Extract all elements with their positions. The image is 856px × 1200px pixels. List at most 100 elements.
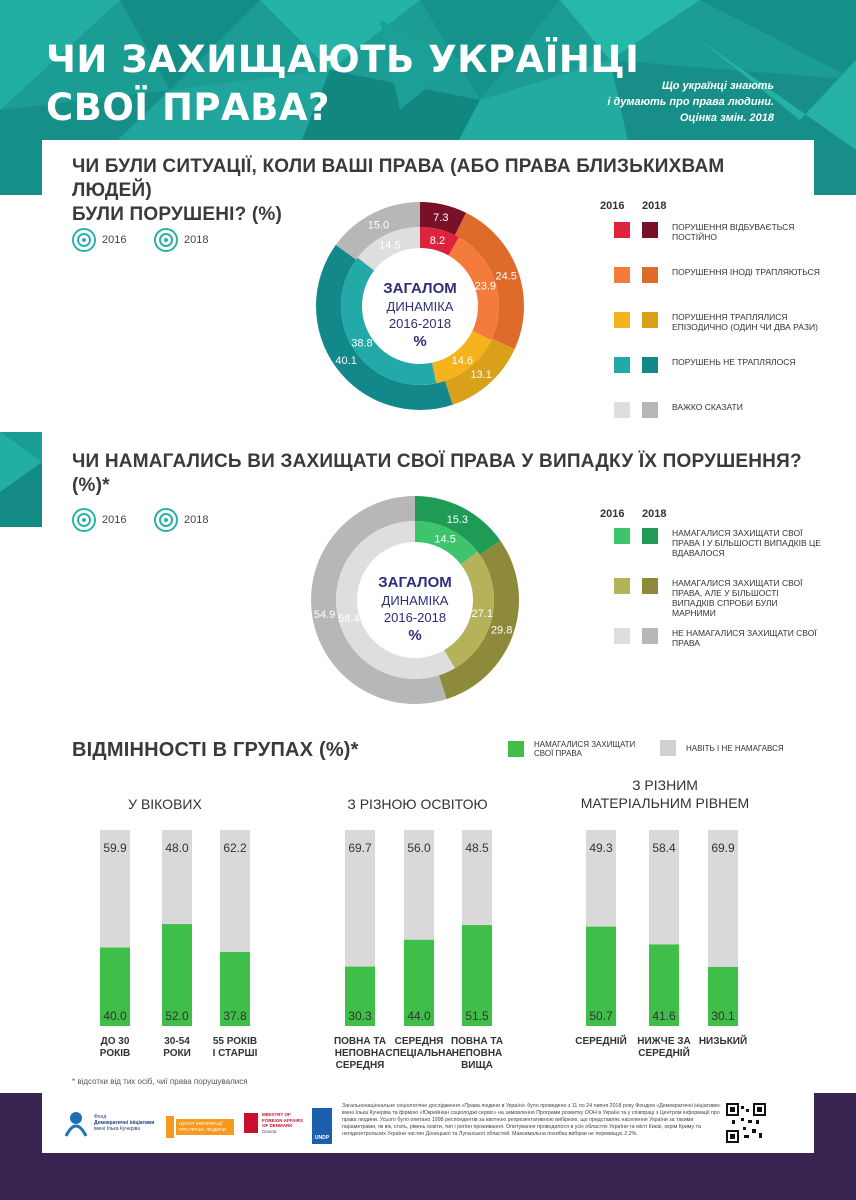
bar-category-label: РОКІВ <box>100 1048 130 1059</box>
bar-not-tried <box>345 830 375 967</box>
logo-2-text: ЦЕНТР ІНФОРМАЦІЇ ПРО ПРАВА ЛЮДИНИ <box>176 1119 234 1135</box>
donut-label-2018-2: 54.9 <box>314 609 335 621</box>
bar-category-label: НЕПОВНА <box>452 1048 503 1059</box>
legend-swatch-2018 <box>642 267 658 283</box>
bar-tried <box>162 924 192 1026</box>
bar-label-tried: 30.3 <box>348 1009 372 1023</box>
year-2018-label: 2018 <box>184 514 209 526</box>
donut-segment-2016-2 <box>431 331 492 384</box>
donut-chart-2-svg: 15.3 29.8 54.9 14.5 27.1 58.4 ЗАГАЛОМ ДИНАМІК… <box>311 496 519 704</box>
donut-segment-2018-0 <box>420 202 467 236</box>
donut-chart-1: 7.3 24.5 13.1 40.1 15.0 8.2 23.9 14.6 38.8 14.5 З… <box>310 196 530 420</box>
subtitle-line-1: Що українці знають <box>661 80 774 92</box>
legend-swatch-2016 <box>614 312 630 328</box>
info-icon <box>166 1116 174 1138</box>
title-line-1: ЧИ ЗАХИЩАЮТЬ УКРАЇНЦІ <box>46 38 640 81</box>
legend-item: Намагалися захищати свої права і у більш… <box>614 528 822 558</box>
bar-not-tried <box>404 830 434 940</box>
legend-tried-swatch <box>508 741 524 757</box>
bar-tried <box>404 939 434 1026</box>
bar-category-label: 30-54 <box>164 1036 190 1047</box>
legend-swatch-2018 <box>642 357 658 373</box>
center-label-1: ЗАГАЛОМ <box>378 574 452 591</box>
groups-section-title: ВІДМІННОСТІ В ГРУПАХ (%)* <box>72 739 359 761</box>
donut-segment-2018-3 <box>316 244 453 410</box>
center-label-2: ДИНАМІКА <box>387 299 454 314</box>
bar-label-tried: 40.0 <box>103 1009 127 1023</box>
legend-year-2016: 2016 <box>600 200 625 212</box>
legend-label: Важко сказати <box>672 402 743 412</box>
legend-swatch-2016 <box>614 402 630 418</box>
donut-segment-2018-2 <box>311 496 447 704</box>
logo-3-line-3: OF DENMARK <box>262 1123 293 1128</box>
donut-segment-2016-4 <box>357 227 420 271</box>
bar-tried <box>345 966 375 1026</box>
bar-category-label: НИЖЧЕ ЗА <box>637 1036 691 1047</box>
question-1-title: ЧИ БУЛИ СИТУАЦІЇ, КОЛИ ВАШІ ПРАВА (АБО П… <box>72 155 792 227</box>
logo-1-line-2: Демократичні ініціативи <box>94 1120 155 1126</box>
bar-label-tried: 37.8 <box>223 1009 247 1023</box>
donut-segment-2016-2 <box>336 521 455 679</box>
legend-not-tried-label: Навіть і не намагався <box>686 743 784 753</box>
bar-label-tried: 51.5 <box>465 1009 489 1023</box>
subtitle-line-3: Оцінка змін. 2018 <box>679 112 774 124</box>
logo-3-line-4: Danida <box>262 1128 277 1134</box>
bar-category-label: ПОВНА ТА <box>334 1036 386 1047</box>
center-label-2: ДИНАМІКА <box>382 593 449 608</box>
legend-label: Порушення траплялися епізодично (один чи… <box>672 312 818 332</box>
question-2-title: ЧИ НАМАГАЛИСЬ ВИ ЗАХИЩАТИ СВОЇ ПРАВА У В… <box>72 451 802 496</box>
bar-label-not-tried: 48.5 <box>465 841 489 855</box>
year-2016-marker-q2: 2016 <box>72 508 126 532</box>
legend-label: Намагалися захищати свої права, але у бі… <box>672 578 803 618</box>
footer-description: Загальнонаціональне соціологічне дослідж… <box>342 1103 721 1137</box>
bar-label-not-tried: 69.7 <box>348 841 372 855</box>
bar-not-tried <box>649 830 679 945</box>
bar-label-tried: 41.6 <box>652 1009 676 1023</box>
donut-segment-2018-2 <box>444 338 515 405</box>
year-2018-label: 2018 <box>184 234 209 246</box>
bar-tried <box>100 947 130 1026</box>
legend-swatch-2016 <box>614 578 630 594</box>
bar-label-not-tried: 49.3 <box>589 841 613 855</box>
bar-category-label: НИЗЬКИЙ <box>699 1034 747 1047</box>
bar-category-label: ПОВНА ТА <box>451 1036 503 1047</box>
question-1-title-line-1: ЧИ БУЛИ СИТУАЦІЇ, КОЛИ ВАШІ ПРАВА (АБО П… <box>72 156 725 201</box>
donut-segment-2016-0 <box>420 227 459 256</box>
legend-swatch-2018 <box>642 312 658 328</box>
donut-label-2016-1: 23.9 <box>475 280 496 292</box>
bar-tried <box>649 944 679 1026</box>
legend-item: Не намагалися захищати свої права <box>614 628 822 648</box>
bar-not-tried <box>708 830 738 968</box>
bar-category-label: 55 РОКІВ <box>213 1036 257 1047</box>
bar-tried <box>708 967 738 1026</box>
logo-4-text: UNDP <box>314 1135 330 1141</box>
legend-year-2018: 2018 <box>642 508 667 520</box>
bar-not-tried <box>462 830 492 926</box>
bar-column: 49.3 50.7 СЕРЕДНІЙ <box>575 830 627 1047</box>
legend-swatch-2018 <box>642 222 658 238</box>
donut-label-2016-3: 38.8 <box>351 337 372 349</box>
bar-category-label: СПЕЦІАЛЬНА <box>385 1048 452 1059</box>
logo-human-rights-center: ЦЕНТР ІНФОРМАЦІЇ ПРО ПРАВА ЛЮДИНИ <box>166 1116 234 1138</box>
center-label-1: ЗАГАЛОМ <box>383 280 457 297</box>
bar-category-label: І СТАРШІ <box>213 1048 258 1059</box>
center-label-4: % <box>408 627 421 644</box>
legend-label: Порушень не траплялося <box>672 357 796 367</box>
bar-label-not-tried: 62.2 <box>223 841 247 855</box>
bar-category-label: СЕРЕДНЯ <box>336 1060 385 1071</box>
legend-year-2018: 2018 <box>642 200 667 212</box>
legend-label: Не намагалися захищати свої права <box>672 628 817 648</box>
donut-label-2018-4: 15.0 <box>368 219 389 231</box>
donut-label-2016-1: 27.1 <box>472 608 493 620</box>
donut-label-2018-1: 24.5 <box>495 270 516 282</box>
legend-label: Порушення іноді трапляються <box>672 267 820 277</box>
side-decoration <box>0 432 42 527</box>
bar-not-tried <box>100 830 130 948</box>
bar-not-tried <box>220 830 250 952</box>
group-title-education: З РІЗНОЮ ОСВІТОЮ <box>347 796 488 812</box>
outer-ring-icon <box>154 508 178 532</box>
